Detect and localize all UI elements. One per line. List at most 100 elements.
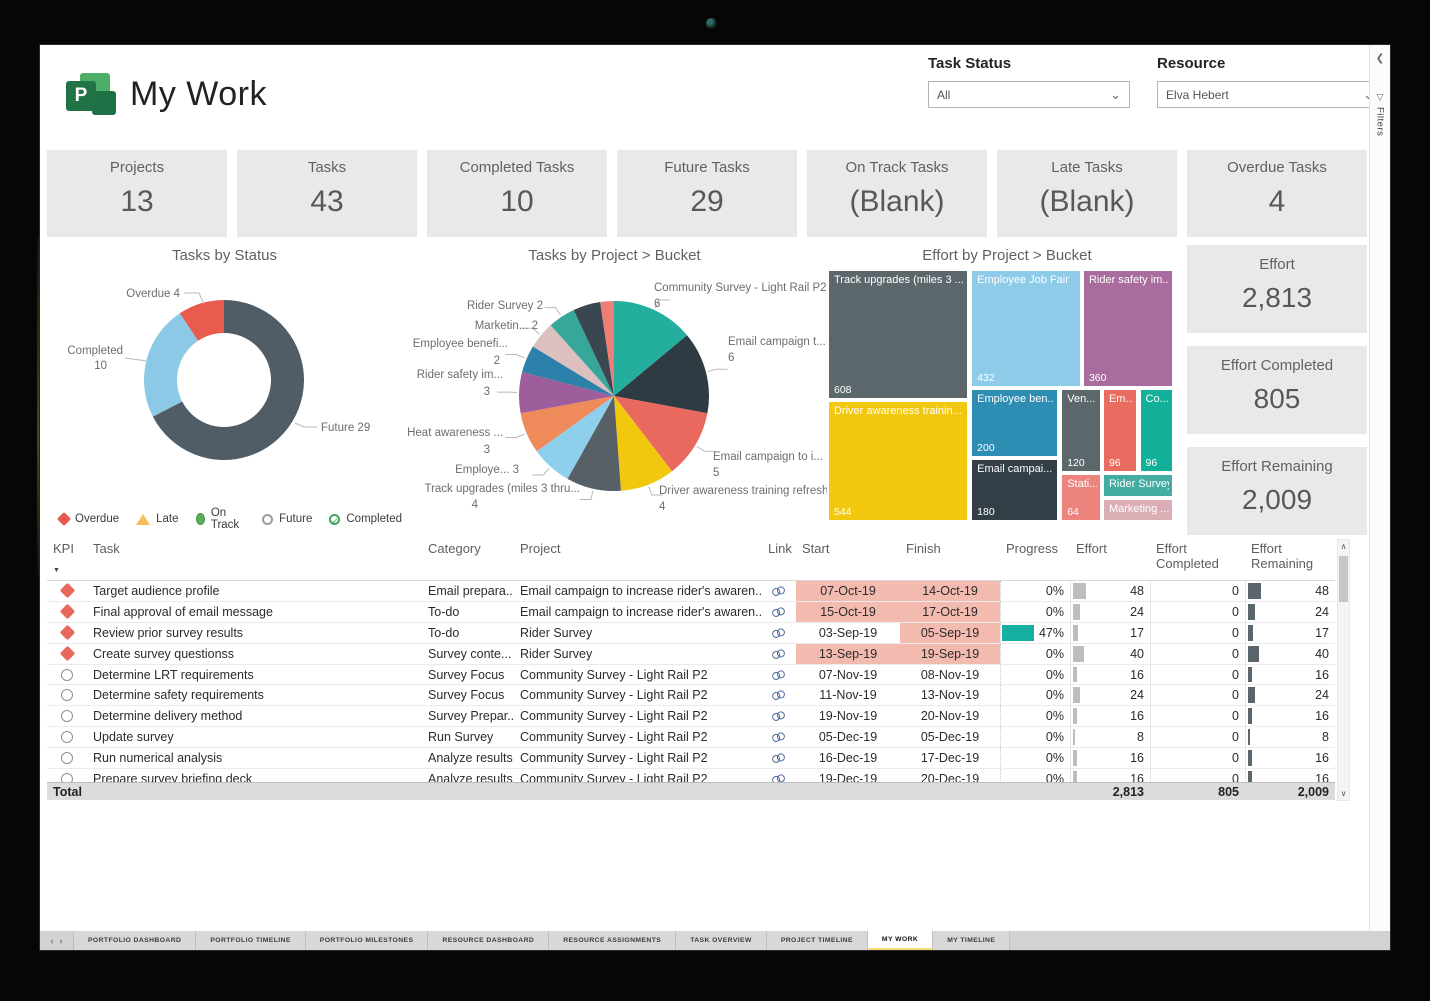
pie-slice-email-campaign-to-i-[interactable] (614, 396, 708, 472)
tab-task-overview[interactable]: TASK OVERVIEW (676, 931, 767, 950)
pie-slice-track-upgrades-miles-3-thru-[interactable] (567, 396, 621, 491)
column-header-category[interactable]: Category (428, 541, 481, 556)
pie-slice-driver-awareness-training-refresh[interactable] (614, 396, 673, 491)
link-icon[interactable] (771, 688, 787, 702)
effort-remaining-bar (1248, 687, 1255, 704)
treemap-cell-em-[interactable]: Em... 96 (1102, 388, 1138, 472)
tab-prev-icon[interactable]: ‹ (50, 935, 54, 946)
scrollbar-thumb[interactable] (1339, 556, 1348, 602)
tab-portfolio-timeline[interactable]: PORTFOLIO TIMELINE (196, 931, 306, 950)
effort-remaining-cell: 24 (1245, 601, 1335, 622)
tab-project-timeline[interactable]: PROJECT TIMELINE (766, 931, 868, 950)
column-header-finish[interactable]: Finish (906, 541, 941, 556)
link-icon[interactable] (771, 772, 787, 782)
column-header-task[interactable]: Task (93, 541, 120, 556)
effort-cell: 16 (1070, 769, 1150, 782)
column-header-link[interactable]: Link (768, 541, 792, 556)
effort-bar (1073, 645, 1084, 662)
scroll-down-icon[interactable]: ∨ (1340, 789, 1347, 798)
pie-callout-label: 3 (484, 386, 490, 398)
tab-nav-arrows[interactable]: ‹ › (40, 931, 74, 950)
link-icon[interactable] (771, 605, 787, 619)
tab-next-icon[interactable]: › (59, 935, 63, 946)
effort-remaining-bar (1248, 708, 1253, 725)
pie-slice-heat-awareness-[interactable] (520, 396, 614, 452)
link-icon[interactable] (771, 626, 787, 640)
column-header-effort-remaining[interactable]: Effort Remaining (1251, 541, 1314, 571)
donut-slice-completed[interactable] (144, 313, 199, 417)
task-status-dropdown[interactable]: All ⌄ (928, 81, 1130, 108)
pie-callout-label: Rider Survey 2 (467, 300, 543, 312)
treemap-cell-employee-job-fair[interactable]: Employee Job Fair 432 (971, 270, 1081, 387)
link-icon[interactable] (771, 751, 787, 765)
link-icon[interactable] (771, 668, 787, 682)
column-header-start[interactable]: Start (802, 541, 830, 556)
tab-resource-dashboard[interactable]: RESOURCE DASHBOARD (428, 931, 550, 950)
kpi-cell (47, 685, 87, 705)
tab-my-timeline[interactable]: MY TIMELINE (933, 931, 1011, 950)
column-header-progress[interactable]: Progress (1006, 541, 1059, 556)
project-cell: Community Survey - Light Rail P2 (520, 667, 708, 682)
pie-slice-email-campaign-t-[interactable] (614, 335, 709, 414)
table-row[interactable]: Run numerical analysis Analyze results Com… (47, 748, 1335, 770)
pie-slice-rider-survey[interactable] (550, 309, 614, 396)
finish-date-cell: 14-Oct-19 (900, 581, 1000, 601)
expand-filters-icon[interactable]: ❮ (1375, 53, 1385, 64)
table-row[interactable]: Final approval of email message To-do Emai… (47, 601, 1335, 623)
effort-completed-value: 0 (1232, 751, 1239, 766)
treemap-cell-value: 544 (834, 505, 852, 518)
table-row[interactable]: Determine LRT requirements Survey Focus Co… (47, 664, 1335, 686)
pie-slice-unlabeled[interactable] (573, 302, 614, 396)
treemap-cell-driver-awareness-trainin-[interactable]: Driver awareness trainin... 544 (828, 401, 969, 521)
treemap-cell-track-upgrades-miles-3-[interactable]: Track upgrades (miles 3 ... 608 (828, 270, 969, 400)
pie-slice-employee-benefi-[interactable] (522, 346, 614, 396)
column-header-effort[interactable]: Effort (1076, 541, 1107, 556)
link-icon[interactable] (771, 584, 787, 598)
treemap-cell-label: Driver awareness trainin... (834, 405, 962, 418)
table-scrollbar[interactable]: ∧ ∨ (1337, 539, 1350, 801)
table-row[interactable]: Target audience profile Email prepara... E… (47, 581, 1335, 602)
scroll-up-icon[interactable]: ∧ (1340, 542, 1347, 551)
tab-portfolio-milestones[interactable]: PORTFOLIO MILESTONES (305, 931, 429, 950)
tab-resource-assignments[interactable]: RESOURCE ASSIGNMENTS (549, 931, 677, 950)
table-row[interactable]: Prepare survey briefing deck Analyze resu… (47, 769, 1335, 782)
column-header-project[interactable]: Project (520, 541, 561, 556)
treemap-cell-rider-safety-im-[interactable]: Rider safety im... 360 (1082, 270, 1173, 387)
pie-slice-employe-[interactable] (536, 396, 614, 479)
table-row[interactable]: Create survey questionss Survey conte... R… (47, 643, 1335, 665)
column-header-effort-completed[interactable]: Effort Completed (1156, 541, 1219, 571)
treemap-cell-employee-ben-[interactable]: Employee ben... 200 (971, 388, 1059, 457)
kpi-filter-icon[interactable]: ▼ (53, 567, 60, 574)
link-icon[interactable] (771, 730, 787, 744)
treemap-cell-ven-[interactable]: Ven... 120 (1061, 388, 1101, 472)
pie-slice-rider-safety-im-[interactable] (519, 371, 614, 414)
donut-slice-future[interactable] (152, 300, 304, 460)
finish-date-cell: 19-Sep-19 (900, 643, 1000, 664)
table-row[interactable]: Determine delivery method Survey Prepar..… (47, 706, 1335, 728)
total-spacer (762, 783, 796, 800)
finish-date-cell: 13-Nov-19 (920, 688, 980, 703)
treemap-cell-value: 96 (1145, 456, 1158, 469)
pie-callout-label: Email campaign t... (728, 336, 826, 348)
pie-slice-unlabeled[interactable] (600, 301, 614, 396)
pie-slice-community-survey-light-rail-p2[interactable] (614, 301, 688, 396)
treemap-cell-email-campai-[interactable]: Email campai... 180 (971, 459, 1059, 521)
treemap-cell-co-[interactable]: Co... 96 (1139, 388, 1173, 472)
treemap-cell-rider-survey[interactable]: Rider Survey (1102, 473, 1173, 498)
resource-dropdown[interactable]: Elva Hebert ⌄ (1157, 81, 1383, 108)
column-header-kpi[interactable]: KPI ▼ (47, 537, 87, 580)
treemap-cell-marketing-[interactable]: Marketing ... (1102, 499, 1173, 521)
effort-card-value: 2,009 (1241, 484, 1313, 515)
pie-slice-marketin-[interactable] (532, 325, 614, 396)
effort-cell: 24 (1070, 685, 1150, 706)
table-row[interactable]: Review prior survey results To-do Rider Su… (47, 622, 1335, 644)
donut-slice-overdue[interactable] (179, 300, 224, 341)
tab-my-work[interactable]: MY WORK (867, 931, 934, 950)
treemap-cell-stati-[interactable]: Stati... 64 (1061, 473, 1101, 521)
table-row[interactable]: Update survey Run Survey Community Survey … (47, 727, 1335, 749)
progress-value: 47% (1038, 625, 1064, 640)
link-icon[interactable] (771, 709, 787, 723)
link-icon[interactable] (771, 647, 787, 661)
table-row[interactable]: Determine safety requirements Survey Focu… (47, 685, 1335, 707)
tab-portfolio-dashboard[interactable]: PORTFOLIO DASHBOARD (74, 931, 197, 950)
